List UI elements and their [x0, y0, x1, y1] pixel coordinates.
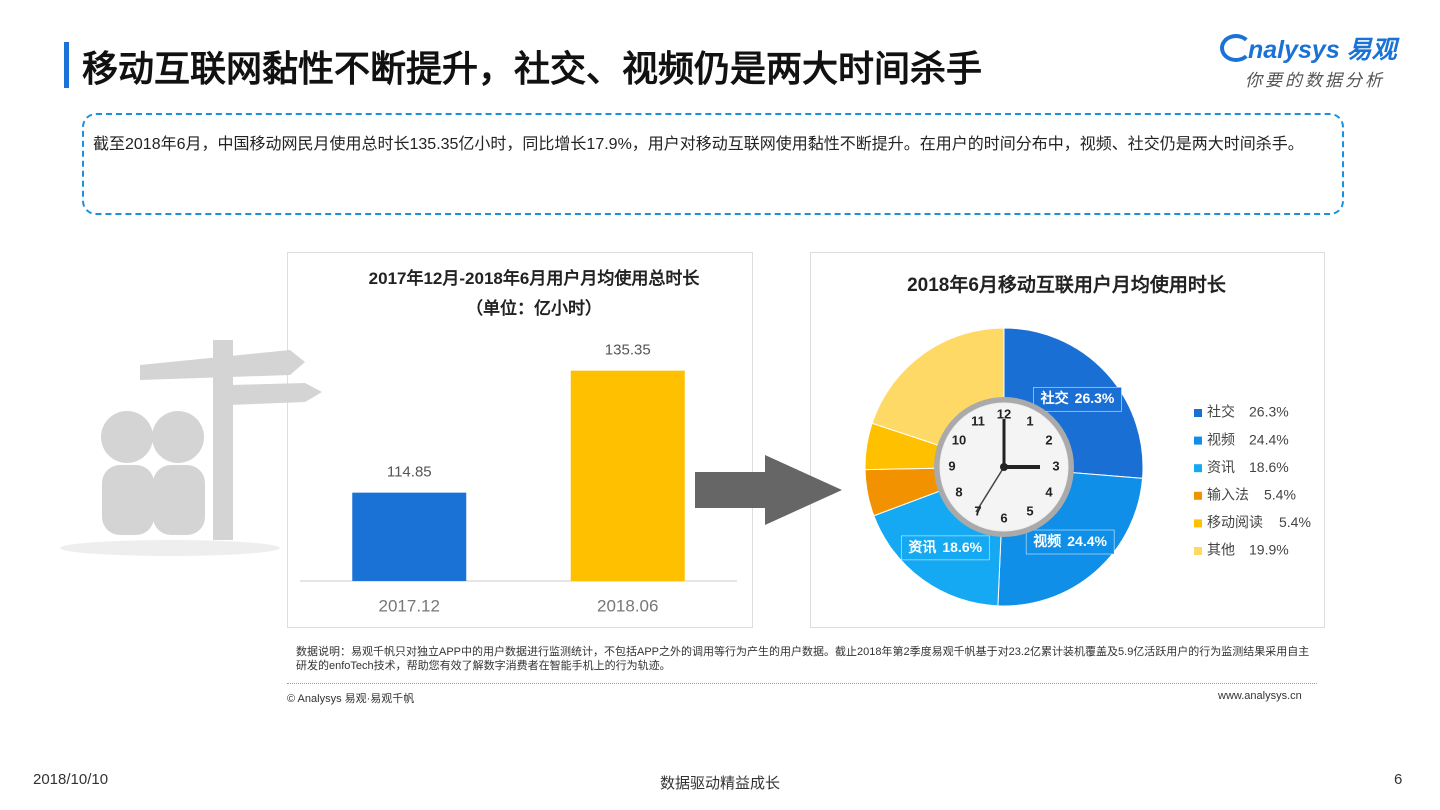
data-label-box — [1025, 529, 1115, 555]
legend-swatch — [1194, 491, 1202, 500]
data-label: 135.35 — [605, 342, 651, 359]
legend-value: 5.4% — [1264, 487, 1296, 503]
footnote: 数据说明：易观千帆只对独立APP中的用户数据进行监测统计，不包括APP之外的调用… — [296, 646, 1310, 672]
data-label: 社交 26.3% — [1040, 390, 1115, 406]
legend-value: 24.4% — [1249, 431, 1289, 447]
legend-label: 资讯 — [1207, 459, 1235, 475]
x-tick-label: 2018.06 — [597, 596, 658, 615]
data-label: 114.85 — [387, 464, 432, 481]
summary-text: 截至2018年6月，中国移动网民月使用总时长135.35亿小时，同比增长17.9… — [93, 136, 1304, 153]
data-label-box — [1033, 386, 1122, 412]
logo-brand: nalysys 易观 — [1248, 36, 1397, 64]
legend-label: 输入法 — [1207, 487, 1249, 503]
data-label-value: 18.6% — [942, 539, 982, 555]
chart-frame — [287, 252, 753, 628]
copyright: © Analysys 易观·易观千帆 — [287, 693, 415, 705]
data-label-name: 资讯 — [908, 539, 936, 555]
logo-mark — [1220, 34, 1252, 62]
arrow — [695, 455, 842, 525]
data-label-name: 视频 — [1033, 533, 1061, 549]
clock-number: 1 — [1026, 413, 1033, 428]
data-label-box — [900, 535, 990, 561]
clock-number: 8 — [955, 484, 962, 499]
x-tick-label: 2017.12 — [379, 596, 440, 615]
data-label: 资讯 18.6% — [908, 539, 982, 555]
legend-value: 19.9% — [1249, 542, 1289, 558]
clock-number: 4 — [1045, 484, 1053, 499]
legend-swatch — [1194, 519, 1202, 528]
clock-number: 2 — [1045, 432, 1052, 447]
data-label-value: 24.4% — [1067, 533, 1107, 549]
slide-title: 移动互联网黏性不断提升，社交、视频仍是两大时间杀手 — [82, 48, 983, 89]
bar — [570, 370, 685, 581]
legend-swatch — [1194, 464, 1202, 473]
legend-swatch — [1194, 436, 1202, 445]
chart-title: 2017年12月-2018年6月用户月均使用总时长（单位：亿小时） — [368, 269, 700, 318]
data-label-value: 26.3% — [1075, 390, 1115, 406]
legend-value: 26.3% — [1249, 404, 1289, 420]
website: www.analysys.cn — [1218, 690, 1302, 702]
legend-label: 移动阅读 — [1207, 514, 1263, 530]
clock-number: 7 — [974, 503, 981, 518]
legend-swatch — [1194, 547, 1202, 555]
clock-number: 12 — [997, 406, 1011, 421]
data-label: 视频 24.4% — [1033, 533, 1107, 549]
clock-number: 9 — [948, 458, 955, 473]
legend-label: 视频 — [1207, 431, 1235, 447]
clock-number: 10 — [952, 432, 966, 447]
figures-illustration — [60, 340, 322, 556]
legend-swatch — [1194, 409, 1202, 417]
clock-number: 3 — [1052, 458, 1059, 473]
footer-slogan: 数据驱动精益成长 — [659, 775, 780, 792]
clock-number: 5 — [1026, 503, 1033, 518]
logo-slogan: 你要的数据分析 — [1245, 71, 1385, 90]
clock-number: 11 — [971, 413, 985, 428]
legend-label: 其他 — [1207, 542, 1235, 558]
legend-value: 5.4% — [1279, 514, 1311, 530]
title-bar — [64, 42, 69, 88]
clock-number: 6 — [1000, 510, 1007, 525]
summary-box — [82, 113, 1344, 215]
bar — [352, 492, 467, 581]
legend-value: 18.6% — [1249, 459, 1289, 475]
legend-label: 社交 — [1207, 404, 1235, 420]
chart-frame — [810, 252, 1325, 628]
chart-title: 2018年6月移动互联用户月均使用时长 — [907, 275, 1226, 296]
page-number: 6 — [1394, 771, 1403, 788]
divider — [287, 683, 1317, 684]
data-label-name: 社交 — [1040, 390, 1069, 406]
clock — [934, 397, 1074, 537]
footer-date: 2018/10/10 — [33, 771, 109, 788]
